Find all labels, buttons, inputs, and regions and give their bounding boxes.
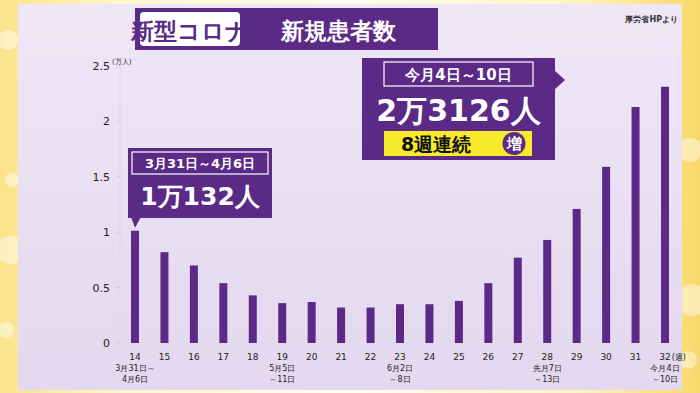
x-tick-label: 25 bbox=[453, 352, 464, 362]
bar bbox=[337, 308, 345, 343]
x-tick-label: 24 bbox=[424, 352, 436, 362]
x-tick-label: 17 bbox=[218, 352, 229, 362]
x-sublabel: 4月6日 bbox=[122, 375, 148, 384]
annotation-date-box bbox=[132, 152, 268, 174]
badge-mark: 増 bbox=[506, 135, 522, 153]
x-sublabel: ～8日 bbox=[389, 375, 410, 384]
x-tick-label: 20 bbox=[306, 352, 318, 362]
x-tick-label: 26 bbox=[483, 352, 495, 362]
bar bbox=[632, 107, 640, 343]
annotation-pointer bbox=[554, 70, 565, 90]
panel bbox=[18, 4, 682, 390]
x-tick-label: 22 bbox=[365, 352, 376, 362]
y-tick bbox=[116, 343, 120, 344]
y-tick bbox=[116, 287, 120, 288]
bar bbox=[160, 252, 168, 343]
badge-box bbox=[384, 131, 532, 156]
bar bbox=[396, 304, 404, 343]
y-tick-label: 2 bbox=[103, 115, 110, 128]
chart: 新型コロナ 新規患者数 厚労省HPより 0 0.5 1 1.5 2 2.5(万人) 14 3月31日… bbox=[0, 0, 700, 393]
bar bbox=[543, 240, 551, 343]
x-sublabel: 先月7日 bbox=[533, 364, 562, 373]
bar bbox=[249, 295, 257, 343]
x-tick-label: 31 bbox=[630, 352, 641, 362]
bar bbox=[514, 258, 522, 343]
y-axis bbox=[120, 66, 121, 343]
bar bbox=[573, 209, 581, 343]
x-tick-label: 18 bbox=[247, 352, 259, 362]
x-unit: (週) bbox=[672, 353, 686, 362]
y-unit: (万人) bbox=[112, 58, 132, 66]
y-tick bbox=[116, 176, 120, 177]
annotation-date: 今月4日～10日 bbox=[404, 66, 511, 84]
annotation-date-box bbox=[384, 62, 533, 86]
bar bbox=[278, 303, 286, 343]
bar bbox=[425, 304, 433, 343]
x-sublabel: ～10日 bbox=[652, 375, 678, 384]
annotation-box bbox=[362, 58, 555, 160]
bokeh bbox=[0, 30, 18, 50]
bar bbox=[602, 167, 610, 343]
subtitle: 新規患者数 bbox=[280, 18, 397, 44]
bokeh bbox=[5, 173, 19, 187]
title: 新型コロナ bbox=[130, 18, 249, 44]
x-sublabel: ～13日 bbox=[534, 375, 560, 384]
x-sublabel: 今月4日 bbox=[650, 364, 679, 373]
y-tick bbox=[116, 121, 120, 122]
bar bbox=[661, 87, 669, 343]
bar bbox=[131, 231, 139, 343]
x-tick-label: 16 bbox=[188, 352, 200, 362]
annotation-value: 1万132人 bbox=[140, 182, 261, 211]
x-sublabel: 5月5日 bbox=[269, 364, 295, 373]
source: 厚労省HPより bbox=[624, 15, 678, 24]
bar bbox=[367, 308, 375, 343]
y-tick-label: 1.5 bbox=[93, 171, 111, 184]
bar bbox=[484, 283, 492, 343]
y-tick bbox=[116, 232, 120, 233]
x-tick-label: 19 bbox=[276, 352, 288, 362]
y-tick-label: 1 bbox=[103, 226, 110, 239]
annotation-box bbox=[128, 148, 272, 218]
annotation-pointer bbox=[131, 217, 141, 228]
bar bbox=[308, 302, 316, 343]
bokeh bbox=[0, 322, 14, 338]
x-tick-label: 30 bbox=[600, 352, 612, 362]
badge-text: 8週連続 bbox=[401, 133, 471, 155]
x-sublabel: 6月2日 bbox=[387, 364, 413, 373]
x-tick-label: 14 bbox=[129, 352, 141, 362]
x-tick-label: 21 bbox=[335, 352, 346, 362]
x-tick-label: 23 bbox=[394, 352, 405, 362]
x-tick-label: 29 bbox=[571, 352, 583, 362]
bar bbox=[455, 301, 463, 343]
bar bbox=[190, 265, 198, 343]
bar bbox=[219, 283, 227, 343]
annotation-value: 2万3126人 bbox=[376, 93, 541, 128]
y-tick-label: 0 bbox=[103, 337, 110, 350]
y-tick-label: 0.5 bbox=[93, 282, 111, 295]
y-tick-label: 2.5 bbox=[93, 60, 111, 73]
annotation-date: 3月31日～4月6日 bbox=[145, 156, 255, 171]
x-sublabel: 3月31日～ bbox=[115, 364, 154, 373]
x-tick-label: 15 bbox=[159, 352, 170, 362]
badge-circle bbox=[503, 132, 526, 155]
x-tick-label: 32 bbox=[659, 352, 670, 362]
x-sublabel: ～11日 bbox=[269, 375, 295, 384]
x-tick-label: 27 bbox=[512, 352, 523, 362]
x-tick-label: 28 bbox=[541, 352, 553, 362]
